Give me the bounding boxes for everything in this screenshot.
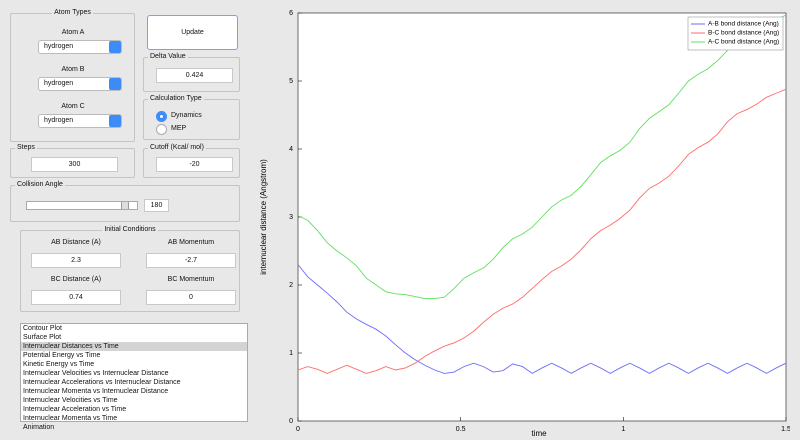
group-title: Steps bbox=[15, 144, 37, 151]
atom-label: Atom A bbox=[61, 29, 85, 36]
field-label: AB Momentum bbox=[167, 239, 215, 246]
group-title: Initial Conditions bbox=[102, 226, 158, 233]
y-axis-label: internuclear distance (Angstrom) bbox=[259, 159, 268, 275]
field-input[interactable]: 0 bbox=[146, 290, 236, 305]
initial-group: Initial Conditions AB Distance (A) 2.3 AB … bbox=[20, 226, 240, 312]
legend-label: A-B bond distance (Ang) bbox=[708, 21, 779, 28]
delta-field[interactable]: 0.424 bbox=[156, 68, 233, 83]
plot-list[interactable]: Contour Plot Surface Plot Internuclear Dis… bbox=[20, 323, 248, 431]
atom-dropdown[interactable]: hydrogen bbox=[38, 40, 122, 54]
group-title: Cutoff (Kcal/ mol) bbox=[148, 144, 206, 151]
group-title: Calculation Type bbox=[148, 95, 204, 102]
list-item[interactable]: Internuclear Velocities vs Time bbox=[23, 397, 118, 404]
list-item[interactable]: Contour Plot bbox=[23, 325, 62, 332]
radio-label: MEP bbox=[171, 125, 187, 132]
x-tick-label: 1 bbox=[621, 426, 625, 433]
group-title: Delta Value bbox=[148, 53, 188, 60]
radio-label: Dynamics bbox=[171, 112, 202, 119]
list-item[interactable]: Internuclear Momenta vs Internuclear Dis… bbox=[23, 388, 169, 395]
y-tick-label: 1 bbox=[289, 350, 293, 357]
field-label: AB Distance (A) bbox=[51, 239, 101, 246]
atom-dropdown[interactable]: hydrogen bbox=[38, 114, 122, 128]
y-tick-label: 5 bbox=[289, 78, 293, 85]
x-tick-label: 0 bbox=[296, 426, 300, 433]
y-tick-label: 6 bbox=[289, 10, 293, 17]
list-item[interactable]: Internuclear Momenta vs Time bbox=[23, 415, 118, 422]
field-input[interactable]: 0.74 bbox=[31, 290, 121, 305]
field-input[interactable]: 2.3 bbox=[31, 253, 121, 268]
y-tick-label: 3 bbox=[289, 214, 293, 221]
dropdown-arrow[interactable] bbox=[109, 78, 121, 90]
collision-group: Collision Angle 180 bbox=[10, 181, 240, 222]
x-axis-label: time bbox=[531, 429, 547, 438]
list-item[interactable]: Surface Plot bbox=[23, 334, 62, 341]
delta-group: Delta Value 0.424 bbox=[143, 53, 240, 92]
x-tick-label: 0.5 bbox=[456, 426, 466, 433]
list-item[interactable]: Potential Energy vs Time bbox=[23, 352, 101, 359]
cutoff-field[interactable]: -20 bbox=[156, 157, 233, 172]
update-button[interactable]: Update bbox=[147, 15, 238, 50]
list-item[interactable]: Internuclear Accelerations vs Internucle… bbox=[23, 379, 181, 386]
series-line bbox=[297, 88, 787, 374]
legend-label: A-C bond distance (Ang) bbox=[708, 39, 779, 46]
group-title: Atom Types bbox=[52, 9, 93, 16]
x-tick-label: 1.5 bbox=[781, 426, 790, 433]
radio-option[interactable]: MEP bbox=[156, 124, 187, 135]
slider[interactable] bbox=[26, 201, 138, 210]
atom-types-group: Atom Types Atom A hydrogen Atom B hydrogen A… bbox=[10, 9, 135, 142]
calc-type-group: Calculation Type Dynamics MEP bbox=[143, 95, 240, 140]
series-line bbox=[297, 14, 787, 300]
atom-dropdown[interactable]: hydrogen bbox=[38, 77, 122, 91]
steps-field[interactable]: 300 bbox=[31, 157, 118, 172]
y-tick-label: 4 bbox=[289, 146, 293, 153]
list-item[interactable]: Kinetic Energy vs Time bbox=[23, 361, 95, 368]
y-tick-label: 2 bbox=[289, 282, 293, 289]
radio-option[interactable]: Dynamics bbox=[156, 111, 202, 122]
steps-group: Steps 300 bbox=[10, 144, 135, 178]
y-tick-label: 0 bbox=[289, 418, 293, 425]
field-label: BC Distance (A) bbox=[50, 276, 102, 283]
radio-button[interactable] bbox=[156, 124, 167, 135]
dropdown-arrow[interactable] bbox=[109, 41, 121, 53]
list-item[interactable]: Animation bbox=[23, 424, 55, 431]
atom-label: Atom C bbox=[61, 103, 85, 110]
legend-label: B-C bond distance (Ang) bbox=[708, 30, 779, 37]
chart: time internuclear distance (Angstrom) 0 1… bbox=[259, 10, 790, 438]
cutoff-group: Cutoff (Kcal/ mol) -20 bbox=[143, 144, 240, 178]
slider-thumb[interactable] bbox=[121, 202, 129, 209]
atom-label: Atom B bbox=[61, 66, 85, 73]
field-label: BC Momentum bbox=[167, 276, 215, 283]
field-input[interactable]: -2.7 bbox=[146, 253, 236, 268]
radio-button[interactable] bbox=[156, 111, 167, 122]
list-item[interactable]: Internuclear Velocities vs Internuclear … bbox=[23, 370, 169, 377]
angle-field[interactable]: 180 bbox=[144, 199, 169, 212]
list-item[interactable]: Internuclear Acceleration vs Time bbox=[23, 406, 127, 413]
series-line bbox=[297, 264, 787, 374]
group-title: Collision Angle bbox=[15, 181, 65, 188]
dropdown-arrow[interactable] bbox=[109, 115, 121, 127]
list-item[interactable]: Internuclear Distances vs Time bbox=[21, 342, 247, 351]
